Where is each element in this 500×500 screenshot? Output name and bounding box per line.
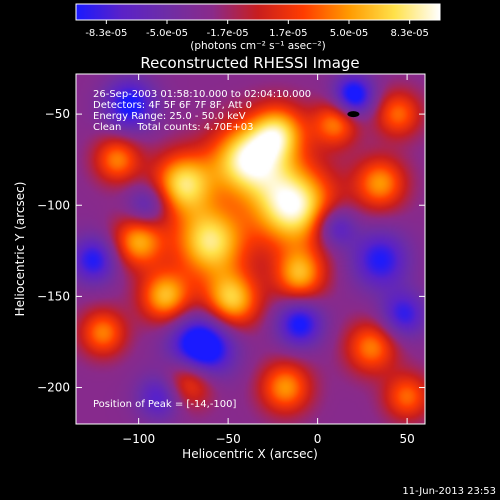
y-tick-label: −200 [37,381,70,395]
x-axis-label: Heliocentric X (arcsec) [182,447,318,461]
x-tick-label: −50 [215,432,240,446]
colorbar-units-label: (photons cm⁻² s⁻¹ asec⁻²) [190,40,325,52]
info-line-counts: Clean Total counts: 4.70E+03 [93,122,253,133]
info-line-time: 26-Sep-2003 01:58:10.000 to 02:04:10.000 [93,89,311,100]
y-tick-label: −150 [37,289,70,303]
colorbar-tick-label: -1.7e-05 [207,28,249,39]
colorbar-ticks: -8.3e-05 -5.0e-05 -1.7e-05 1.7e-05 5.0e-05 8.… [85,20,429,39]
y-axis-label: Heliocentric Y (arcsec) [13,182,27,317]
x-tick-label: −100 [122,432,155,446]
heatmap-image [76,74,425,424]
peak-position-label: Position of Peak = [-14,-100] [93,399,237,410]
info-line-energy: Energy Range: 25.0 - 50.0 keV [93,111,246,122]
plot-area: −100 −50 0 50 −50 −100 −150 −200 [37,73,426,446]
colorbar-tick-label: 1.7e-05 [269,28,307,39]
peak-markers [347,111,360,118]
y-tick-label: −100 [37,198,70,212]
info-line-detectors: Detectors: 4F 5F 6F 7F 8F, Att 0 [93,100,252,111]
colorbar-tick-label: -5.0e-05 [146,28,188,39]
plot-frame [75,73,426,425]
axis-ticks: −100 −50 0 50 −50 −100 −150 −200 [37,74,425,446]
chart-title: Reconstructed RHESSI Image [140,54,359,72]
x-tick-label: 0 [314,432,322,446]
footer-timestamp: 11-Jun-2013 23:53 [402,486,496,497]
colorbar-tick-label: -8.3e-05 [85,28,127,39]
colorbar: -8.3e-05 -5.0e-05 -1.7e-05 1.7e-05 5.0e-05 8.… [75,3,441,52]
dark-spot-marker [347,111,360,118]
y-tick-label: −50 [45,107,70,121]
info-block: 26-Sep-2003 01:58:10.000 to 02:04:10.000… [93,89,311,410]
colorbar-tick-label: 5.0e-05 [330,28,368,39]
x-tick-label: 50 [399,432,414,446]
colorbar-tick-label: 8.3e-05 [390,28,428,39]
colorbar-gradient [75,3,441,21]
